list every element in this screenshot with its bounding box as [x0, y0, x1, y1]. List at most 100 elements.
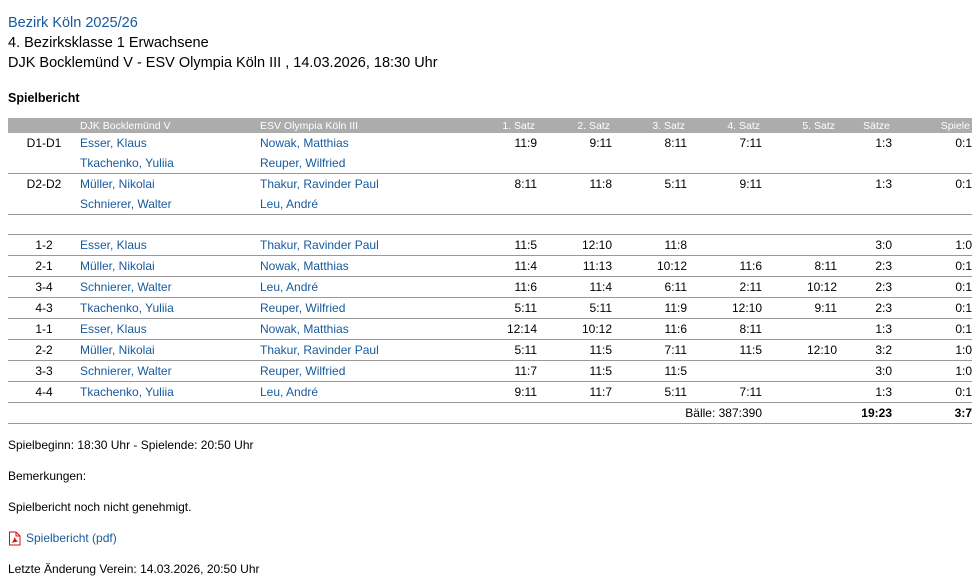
sets-total: 2:3: [837, 255, 892, 277]
sets-total: 1:3: [837, 381, 892, 403]
set2-score: 9:11: [537, 133, 612, 174]
games-total: 0:1: [892, 255, 972, 277]
set4-score: 9:11: [687, 173, 762, 215]
set3-score: 11:5: [612, 360, 687, 382]
match-code: 2-1: [8, 255, 80, 277]
away-player-cell: Thakur, Ravinder Paul: [260, 234, 462, 256]
league-title-link[interactable]: Bezirk Köln 2025/26: [8, 15, 138, 31]
home-player-cell: Esser, Klaus: [80, 318, 260, 340]
away-player-cell: Nowak, Matthias: [260, 255, 462, 277]
player-link[interactable]: Nowak, Matthias: [260, 136, 349, 150]
match-code: D2-D2: [8, 173, 80, 215]
set4-score: 8:11: [687, 318, 762, 340]
home-player-cell: Schnierer, Walter: [80, 276, 260, 298]
set2-score: 11:7: [537, 381, 612, 403]
set2-score: 11:8: [537, 173, 612, 215]
sets-grand-total: 19:23: [837, 402, 892, 424]
set2-score: 11:5: [537, 360, 612, 382]
set1-score: 5:11: [462, 339, 537, 361]
set4-score: 11:6: [687, 255, 762, 277]
player-link[interactable]: Leu, André: [260, 197, 319, 211]
games-total: 1:0: [892, 234, 972, 256]
match-code: D1-D1: [8, 133, 80, 174]
set3-score: 8:11: [612, 133, 687, 174]
col-sets: Sätze: [837, 118, 892, 133]
away-player-cell: Leu, André: [260, 276, 462, 298]
set1-score: 9:11: [462, 381, 537, 403]
match-code: 4-3: [8, 297, 80, 319]
empty-cell: [8, 402, 80, 424]
sets-total: 2:3: [837, 297, 892, 319]
pdf-icon: [9, 531, 21, 546]
player-link[interactable]: Reuper, Wilfried: [260, 156, 346, 170]
away-player-cell: Leu, André: [260, 381, 462, 403]
set3-score: 5:11: [612, 173, 687, 215]
games-total: 0:1: [892, 318, 972, 340]
set4-score: [687, 234, 762, 256]
player-link[interactable]: Tkachenko, Yuliia: [80, 301, 174, 315]
empty-cell: [260, 402, 462, 424]
set5-score: [762, 234, 837, 256]
col-set3: 3. Satz: [612, 118, 687, 133]
match-code: 3-4: [8, 276, 80, 298]
pdf-link-row: Spielbericht (pdf): [8, 531, 972, 546]
player-link[interactable]: Müller, Nikolai: [80, 343, 155, 357]
games-total: 0:1: [892, 173, 972, 215]
singles-row: 1-2 Esser, Klaus Thakur, Ravinder Paul 1…: [8, 234, 972, 256]
col-home-team: DJK Bocklemünd V: [80, 118, 260, 133]
player-link[interactable]: Reuper, Wilfried: [260, 301, 346, 315]
set1-score: 11:9: [462, 133, 537, 174]
player-link[interactable]: Müller, Nikolai: [80, 177, 155, 191]
set3-score: 11:9: [612, 297, 687, 319]
remarks-label: Bemerkungen:: [8, 469, 87, 483]
set4-score: 11:5: [687, 339, 762, 361]
col-set2: 2. Satz: [537, 118, 612, 133]
set5-score: 10:12: [762, 276, 837, 298]
player-link[interactable]: Schnierer, Walter: [80, 197, 172, 211]
sets-total: 3:2: [837, 339, 892, 361]
empty-cell: [762, 402, 837, 424]
set1-score: 11:6: [462, 276, 537, 298]
player-link[interactable]: Thakur, Ravinder Paul: [260, 177, 379, 191]
player-link[interactable]: Tkachenko, Yuliia: [80, 385, 174, 399]
player-link[interactable]: Leu, André: [260, 280, 319, 294]
player-link[interactable]: Tkachenko, Yuliia: [80, 156, 174, 170]
sets-total: 1:3: [837, 173, 892, 215]
last-change-info: Letzte Änderung Verein: 14.03.2026, 20:5…: [8, 562, 260, 576]
match-code: 3-3: [8, 360, 80, 382]
player-link[interactable]: Schnierer, Walter: [80, 280, 172, 294]
col-set4: 4. Satz: [687, 118, 762, 133]
set5-score: [762, 360, 837, 382]
player-link[interactable]: Nowak, Matthias: [260, 322, 349, 336]
col-code: [8, 118, 80, 133]
set5-score: 12:10: [762, 339, 837, 361]
set5-score: 8:11: [762, 255, 837, 277]
player-link[interactable]: Nowak, Matthias: [260, 259, 349, 273]
match-report-table: DJK Bocklemünd V ESV Olympia Köln III 1.…: [8, 118, 972, 424]
set3-score: 6:11: [612, 276, 687, 298]
player-link[interactable]: Esser, Klaus: [80, 322, 147, 336]
player-link[interactable]: Thakur, Ravinder Paul: [260, 238, 379, 252]
games-total: 1:0: [892, 339, 972, 361]
games-total: 1:0: [892, 360, 972, 382]
singles-row: 1-1 Esser, Klaus Nowak, Matthias 12:14 1…: [8, 318, 972, 340]
set1-score: 11:5: [462, 234, 537, 256]
games-grand-total: 3:7: [892, 402, 972, 424]
home-player-cell: Tkachenko, Yuliia: [80, 381, 260, 403]
player-link[interactable]: Reuper, Wilfried: [260, 364, 346, 378]
player-link[interactable]: Thakur, Ravinder Paul: [260, 343, 379, 357]
pdf-report-link[interactable]: Spielbericht (pdf): [26, 531, 117, 545]
set5-score: [762, 133, 837, 174]
player-link[interactable]: Esser, Klaus: [80, 136, 147, 150]
games-total: 0:1: [892, 297, 972, 319]
player-link[interactable]: Schnierer, Walter: [80, 364, 172, 378]
player-link[interactable]: Müller, Nikolai: [80, 259, 155, 273]
balls-total: Bälle: 387:390: [462, 402, 762, 424]
player-link[interactable]: Leu, André: [260, 385, 319, 399]
col-games: Spiele: [892, 118, 972, 133]
home-player-cell: Tkachenko, Yuliia: [80, 297, 260, 319]
player-link[interactable]: Esser, Klaus: [80, 238, 147, 252]
match-code: 4-4: [8, 381, 80, 403]
set1-score: 12:14: [462, 318, 537, 340]
